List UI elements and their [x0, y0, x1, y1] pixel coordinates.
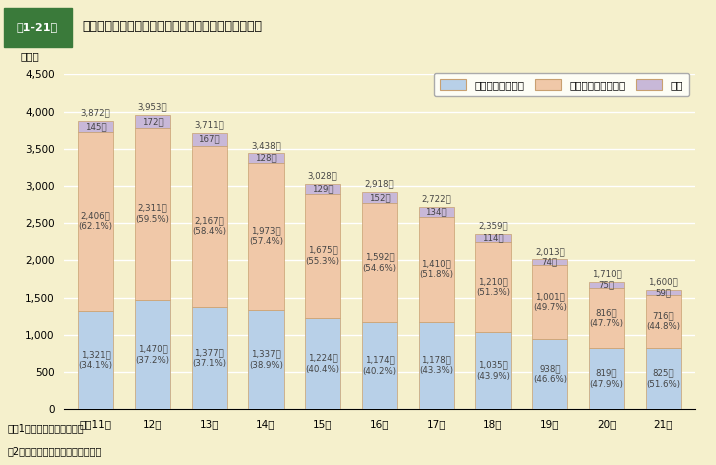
Bar — [78, 121, 113, 132]
Bar — [192, 133, 227, 146]
Text: 3,872人: 3,872人 — [81, 109, 110, 118]
Bar — [305, 193, 340, 318]
Text: 716人
(44.8%): 716人 (44.8%) — [647, 311, 680, 331]
Text: 第1-21図: 第1-21図 — [16, 22, 58, 32]
Bar — [78, 311, 113, 409]
Bar — [475, 242, 511, 332]
Bar — [135, 300, 170, 409]
Text: 938人
(46.6%): 938人 (46.6%) — [533, 364, 567, 385]
Text: シートベルト着用の有無別自動車乗車中死者数の推移: シートベルト着用の有無別自動車乗車中死者数の推移 — [82, 20, 262, 33]
Text: 129人: 129人 — [312, 184, 334, 193]
Text: 1,470人
(37.2%): 1,470人 (37.2%) — [135, 345, 170, 365]
Bar — [532, 339, 567, 409]
Text: 167人: 167人 — [198, 135, 220, 144]
Text: 2,722人: 2,722人 — [422, 194, 451, 203]
Bar — [532, 265, 567, 339]
Text: 75人: 75人 — [599, 280, 614, 289]
Text: 3,028人: 3,028人 — [308, 172, 337, 180]
Bar — [305, 318, 340, 409]
Text: 2,167人
(58.4%): 2,167人 (58.4%) — [192, 216, 226, 236]
Bar — [646, 290, 681, 294]
Bar — [532, 259, 567, 265]
Text: 1,592人
(54.6%): 1,592人 (54.6%) — [362, 252, 397, 272]
Bar — [362, 192, 397, 203]
Bar — [192, 146, 227, 307]
Text: 2　（　）内は，構成率である。: 2 （ ）内は，構成率である。 — [7, 446, 102, 457]
Text: 1,973人
(57.4%): 1,973人 (57.4%) — [249, 226, 283, 246]
Text: 1,321人
(34.1%): 1,321人 (34.1%) — [79, 350, 112, 370]
Text: 1,174人
(40.2%): 1,174人 (40.2%) — [362, 355, 397, 376]
Text: 1,377人
(37.1%): 1,377人 (37.1%) — [192, 348, 226, 368]
Bar — [248, 163, 284, 310]
Text: 819人
(47.9%): 819人 (47.9%) — [589, 369, 624, 389]
Bar — [419, 217, 454, 322]
Text: 1,675人
(55.3%): 1,675人 (55.3%) — [306, 246, 339, 266]
Bar — [248, 310, 284, 409]
Bar — [135, 128, 170, 300]
Text: 3,953人: 3,953人 — [137, 103, 168, 112]
Bar — [589, 348, 624, 409]
Bar — [192, 307, 227, 409]
Text: 1,337人
(38.9%): 1,337人 (38.9%) — [249, 349, 283, 370]
Text: 2,918人: 2,918人 — [364, 180, 395, 189]
Bar — [646, 294, 681, 348]
Bar — [475, 234, 511, 242]
Bar — [475, 332, 511, 409]
Text: 2,406人
(62.1%): 2,406人 (62.1%) — [79, 212, 112, 232]
Text: 1,410人
(51.8%): 1,410人 (51.8%) — [420, 259, 453, 279]
Text: 注　1　警察庁資料による。: 注 1 警察庁資料による。 — [7, 423, 84, 433]
Text: 59人: 59人 — [655, 288, 672, 297]
Text: 2,311人
(59.5%): 2,311人 (59.5%) — [135, 204, 170, 224]
Text: 3,438人: 3,438人 — [251, 141, 281, 150]
Text: 1,035人
(43.9%): 1,035人 (43.9%) — [476, 361, 510, 381]
Bar — [419, 322, 454, 409]
Text: 128人: 128人 — [255, 153, 277, 163]
Text: 114人: 114人 — [482, 233, 504, 242]
Text: 1,224人
(40.4%): 1,224人 (40.4%) — [306, 353, 339, 374]
Bar — [589, 282, 624, 287]
Bar — [305, 184, 340, 193]
Bar — [362, 322, 397, 409]
Bar — [78, 132, 113, 311]
Text: 152人: 152人 — [369, 193, 390, 202]
Text: 2,013人: 2,013人 — [535, 247, 565, 256]
Text: （人）: （人） — [20, 51, 39, 61]
Text: 816人
(47.7%): 816人 (47.7%) — [589, 308, 624, 328]
Text: 3,711人: 3,711人 — [194, 121, 224, 130]
Text: 1,210人
(51.3%): 1,210人 (51.3%) — [476, 277, 510, 297]
Text: 145人: 145人 — [85, 122, 107, 131]
Text: 1,001人
(49.7%): 1,001人 (49.7%) — [533, 292, 566, 312]
Bar — [589, 287, 624, 348]
Legend: シートベルト着用, シートベルト非着用, 不明: シートベルト着用, シートベルト非着用, 不明 — [434, 73, 690, 96]
Text: 825人
(51.6%): 825人 (51.6%) — [647, 368, 680, 389]
FancyBboxPatch shape — [4, 8, 72, 47]
Text: 1,600人: 1,600人 — [649, 278, 678, 287]
Bar — [248, 153, 284, 163]
Bar — [362, 203, 397, 322]
Bar — [135, 115, 170, 128]
Text: 1,710人: 1,710人 — [591, 270, 621, 279]
Text: 134人: 134人 — [425, 207, 447, 216]
Text: 2,359人: 2,359人 — [478, 221, 508, 230]
Text: 172人: 172人 — [142, 117, 163, 126]
Text: 1,178人
(43.3%): 1,178人 (43.3%) — [420, 355, 453, 375]
Text: 74人: 74人 — [542, 258, 558, 267]
Bar — [646, 348, 681, 409]
Bar — [419, 206, 454, 217]
